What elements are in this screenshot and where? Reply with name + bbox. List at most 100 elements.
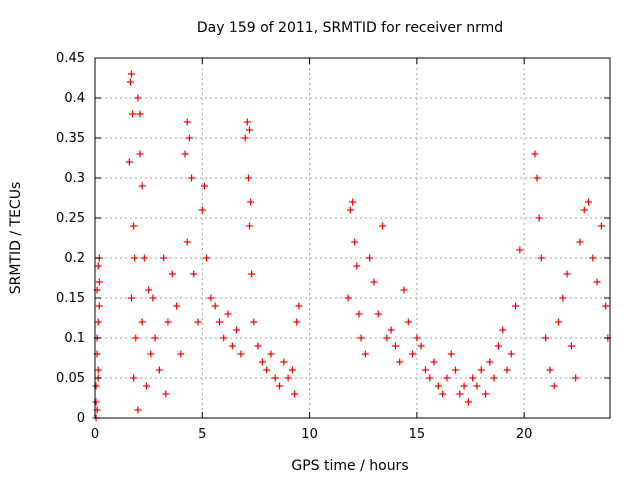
- data-point: [567, 342, 575, 350]
- data-point: [164, 318, 172, 326]
- data-point: [168, 270, 176, 278]
- data-point: [136, 150, 144, 158]
- y-tick-label: 0.15: [56, 291, 85, 306]
- data-point: [366, 254, 374, 262]
- grid-lines: [95, 58, 610, 418]
- data-point: [473, 382, 481, 390]
- data-point: [138, 182, 146, 190]
- data-point: [490, 374, 498, 382]
- data-point: [349, 198, 356, 206]
- data-point: [130, 374, 138, 382]
- data-point: [224, 310, 232, 318]
- data-point: [138, 318, 146, 326]
- data-point: [589, 254, 597, 262]
- data-point: [559, 294, 567, 302]
- data-point: [147, 350, 155, 358]
- data-point: [507, 350, 515, 358]
- y-tick-label: 0: [77, 411, 85, 426]
- data-point: [355, 310, 363, 318]
- data-point: [280, 358, 288, 366]
- y-tick-label: 0.1: [64, 331, 85, 346]
- y-tick-label: 0.3: [64, 171, 85, 186]
- x-axis-label: GPS time / hours: [291, 458, 408, 474]
- data-point: [134, 406, 142, 414]
- data-point: [537, 254, 545, 262]
- data-point: [254, 342, 262, 350]
- data-point: [250, 318, 258, 326]
- data-point: [580, 206, 588, 214]
- chart-title: Day 159 of 2011, SRMTID for receiver nrm…: [197, 20, 503, 36]
- data-points: [92, 70, 612, 422]
- data-point: [353, 262, 361, 270]
- x-axis-ticks: 0 5 10 15 20: [91, 58, 532, 442]
- data-point: [482, 390, 490, 398]
- data-point: [126, 78, 134, 86]
- data-point: [351, 238, 359, 246]
- data-point: [499, 326, 507, 334]
- data-point: [516, 246, 524, 254]
- data-point: [469, 374, 477, 382]
- data-point: [263, 366, 271, 374]
- data-point: [160, 254, 168, 262]
- data-point: [95, 302, 103, 310]
- data-point: [572, 374, 580, 382]
- data-point: [379, 222, 387, 230]
- data-point: [185, 134, 193, 142]
- data-point: [243, 118, 251, 126]
- data-point: [248, 270, 256, 278]
- y-tick-label: 0.25: [56, 211, 85, 226]
- data-point: [602, 302, 610, 310]
- data-point: [494, 342, 502, 350]
- data-point: [183, 118, 191, 126]
- data-point: [477, 366, 485, 374]
- y-axis-ticks: 0 0.05 0.1 0.15 0.2 0.25 0.3 0.35 0.4 0.45: [56, 51, 610, 426]
- data-point: [143, 382, 150, 390]
- x-tick-label: 0: [91, 427, 99, 442]
- data-point: [593, 278, 601, 286]
- data-point: [149, 294, 157, 302]
- data-point: [132, 334, 140, 342]
- data-point: [228, 342, 236, 350]
- data-point: [127, 70, 135, 78]
- y-tick-label: 0.2: [64, 251, 85, 266]
- data-point: [220, 334, 228, 342]
- data-point: [597, 222, 605, 230]
- data-point: [211, 302, 219, 310]
- data-point: [246, 126, 253, 134]
- data-point: [421, 366, 429, 374]
- data-point: [439, 390, 447, 398]
- data-point: [374, 310, 382, 318]
- data-point: [244, 174, 252, 182]
- data-point: [361, 350, 369, 358]
- data-point: [413, 334, 421, 342]
- data-point: [233, 326, 241, 334]
- y-axis-label: SRMTID / TECUs: [8, 182, 24, 295]
- data-point: [267, 350, 275, 358]
- data-point: [288, 366, 296, 374]
- data-point: [284, 374, 292, 382]
- x-tick-label: 15: [409, 427, 426, 442]
- data-point: [246, 222, 253, 230]
- data-point: [383, 334, 391, 342]
- data-point: [447, 350, 455, 358]
- data-point: [346, 206, 354, 214]
- data-point: [576, 238, 584, 246]
- data-point: [464, 398, 472, 406]
- x-tick-label: 10: [301, 427, 318, 442]
- data-point: [430, 358, 438, 366]
- data-point: [134, 94, 142, 102]
- data-point: [151, 334, 159, 342]
- data-point: [276, 382, 284, 390]
- y-tick-label: 0.4: [64, 91, 85, 106]
- data-point: [247, 198, 255, 206]
- data-point: [258, 358, 266, 366]
- data-point: [140, 254, 148, 262]
- data-point: [409, 350, 417, 358]
- data-point: [129, 110, 137, 118]
- data-point: [155, 366, 163, 374]
- data-point: [162, 390, 170, 398]
- data-point: [92, 398, 100, 406]
- data-point: [293, 318, 301, 326]
- data-point: [173, 302, 181, 310]
- y-tick-label: 0.45: [56, 51, 85, 66]
